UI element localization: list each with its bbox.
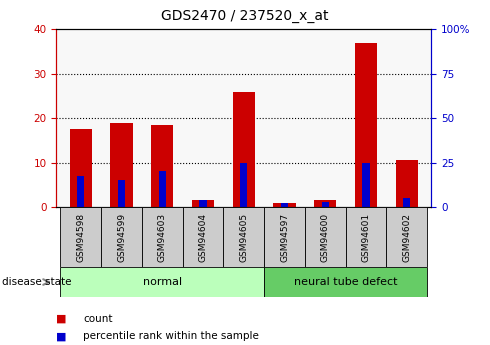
Text: GSM94604: GSM94604 xyxy=(198,213,208,262)
Bar xyxy=(110,122,133,207)
Text: percentile rank within the sample: percentile rank within the sample xyxy=(83,332,259,341)
Bar xyxy=(142,207,183,267)
Text: ■: ■ xyxy=(56,332,67,341)
Text: GDS2470 / 237520_x_at: GDS2470 / 237520_x_at xyxy=(161,9,329,23)
Bar xyxy=(60,267,264,297)
Text: normal: normal xyxy=(143,277,182,287)
Bar xyxy=(321,202,329,207)
Bar xyxy=(192,200,214,207)
Bar xyxy=(264,207,305,267)
Bar xyxy=(264,267,427,297)
Bar xyxy=(281,204,288,207)
Bar xyxy=(101,207,142,267)
Text: GSM94598: GSM94598 xyxy=(76,213,85,262)
Bar xyxy=(151,125,173,207)
Bar xyxy=(233,91,255,207)
Bar xyxy=(70,129,92,207)
Text: GSM94599: GSM94599 xyxy=(117,213,126,262)
Text: GSM94600: GSM94600 xyxy=(321,213,330,262)
Bar xyxy=(355,43,377,207)
Bar xyxy=(305,207,345,267)
Text: GSM94603: GSM94603 xyxy=(158,213,167,262)
Bar xyxy=(199,200,207,207)
Text: count: count xyxy=(83,314,113,324)
Bar xyxy=(395,160,418,207)
Bar xyxy=(159,171,166,207)
Bar xyxy=(362,162,369,207)
Text: disease state: disease state xyxy=(2,277,72,287)
Bar xyxy=(60,207,101,267)
Text: neural tube defect: neural tube defect xyxy=(294,277,397,287)
Bar xyxy=(223,207,264,267)
Text: GSM94602: GSM94602 xyxy=(402,213,411,262)
Bar xyxy=(387,207,427,267)
Bar xyxy=(77,176,84,207)
Bar xyxy=(183,207,223,267)
Bar xyxy=(403,198,411,207)
Bar xyxy=(240,162,247,207)
Bar xyxy=(314,200,337,207)
Bar xyxy=(273,204,296,207)
Text: GSM94605: GSM94605 xyxy=(239,213,248,262)
Text: GSM94597: GSM94597 xyxy=(280,213,289,262)
Bar xyxy=(118,180,125,207)
Text: GSM94601: GSM94601 xyxy=(362,213,370,262)
Text: ■: ■ xyxy=(56,314,67,324)
Bar xyxy=(345,207,386,267)
